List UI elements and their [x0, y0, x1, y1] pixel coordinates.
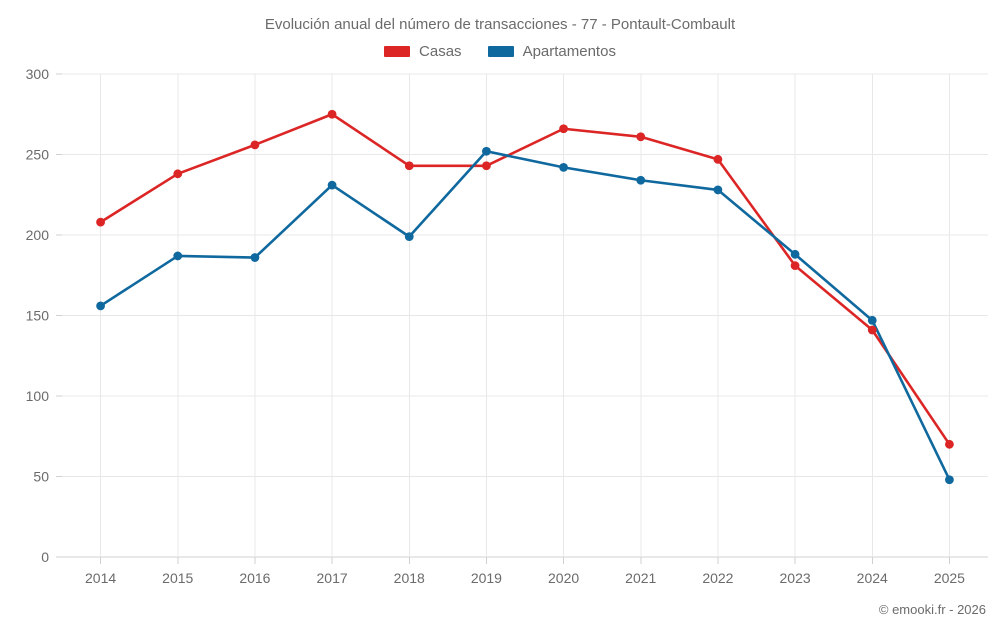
x-axis-tick-label: 2023	[780, 570, 811, 586]
y-axis-tick-label: 200	[26, 227, 50, 243]
data-point-apartamentos[interactable]	[636, 175, 646, 185]
data-point-casas[interactable]	[636, 132, 646, 142]
x-axis-tick-label: 2017	[317, 570, 348, 586]
series-line-casas	[99, 112, 951, 446]
data-point-apartamentos[interactable]	[404, 232, 414, 242]
legend-item-apartamentos[interactable]: Apartamentos	[487, 43, 616, 60]
chart-title: Evolución anual del número de transaccio…	[264, 16, 736, 33]
data-point-apartamentos[interactable]	[867, 315, 877, 325]
data-point-casas[interactable]	[713, 154, 723, 164]
data-point-casas[interactable]	[482, 161, 491, 171]
x-axis-tick-label: 2024	[857, 570, 888, 586]
data-point-casas[interactable]	[790, 261, 800, 270]
legend-swatch-casas	[384, 46, 411, 57]
data-point-casas[interactable]	[559, 124, 568, 134]
x-axis-tick-label: 2021	[625, 570, 656, 586]
data-point-apartamentos[interactable]	[713, 185, 723, 195]
y-axis-tick-label: 100	[26, 388, 50, 404]
legend-item-casas[interactable]: Casas	[384, 43, 462, 60]
x-axis-tick-label: 2019	[471, 570, 502, 586]
footer-credit: © emooki.fr - 2026	[878, 602, 986, 617]
data-point-casas[interactable]	[173, 169, 183, 179]
data-point-apartamentos[interactable]	[790, 249, 800, 259]
x-axis-tick-label: 2025	[934, 570, 965, 586]
data-point-apartamentos[interactable]	[327, 180, 337, 190]
data-point-casas[interactable]	[945, 439, 954, 449]
data-point-casas[interactable]	[96, 217, 105, 227]
x-axis-tick-label: 2014	[85, 570, 116, 586]
y-axis-tick-label: 150	[26, 308, 50, 324]
data-point-apartamentos[interactable]	[173, 251, 183, 261]
x-axis-tick-label: 2018	[394, 570, 425, 586]
data-point-apartamentos[interactable]	[96, 301, 105, 311]
y-axis-tick-label: 300	[26, 66, 50, 82]
y-axis-tick-label: 0	[41, 549, 49, 565]
legend-swatch-apartamentos	[487, 46, 514, 57]
x-axis-tick-label: 2015	[162, 570, 193, 586]
data-point-casas[interactable]	[250, 140, 260, 150]
x-axis-tick-label: 2016	[239, 570, 270, 586]
data-point-casas[interactable]	[867, 325, 877, 335]
legend-label-apartamentos: Apartamentos	[522, 43, 616, 60]
data-point-casas[interactable]	[404, 161, 414, 171]
legend-label-casas: Casas	[419, 43, 462, 60]
data-point-apartamentos[interactable]	[482, 146, 491, 156]
y-axis-tick-label: 50	[33, 469, 49, 485]
data-point-apartamentos[interactable]	[559, 162, 568, 172]
y-axis-tick-label: 250	[26, 147, 50, 163]
chart-legend: Casas Apartamentos	[0, 43, 1000, 60]
x-axis-tick-label: 2022	[702, 570, 733, 586]
series-line-apartamentos	[99, 149, 951, 482]
data-point-apartamentos[interactable]	[945, 475, 954, 485]
data-point-apartamentos[interactable]	[250, 253, 260, 262]
data-point-casas[interactable]	[327, 109, 337, 119]
x-axis-tick-label: 2020	[548, 570, 579, 586]
